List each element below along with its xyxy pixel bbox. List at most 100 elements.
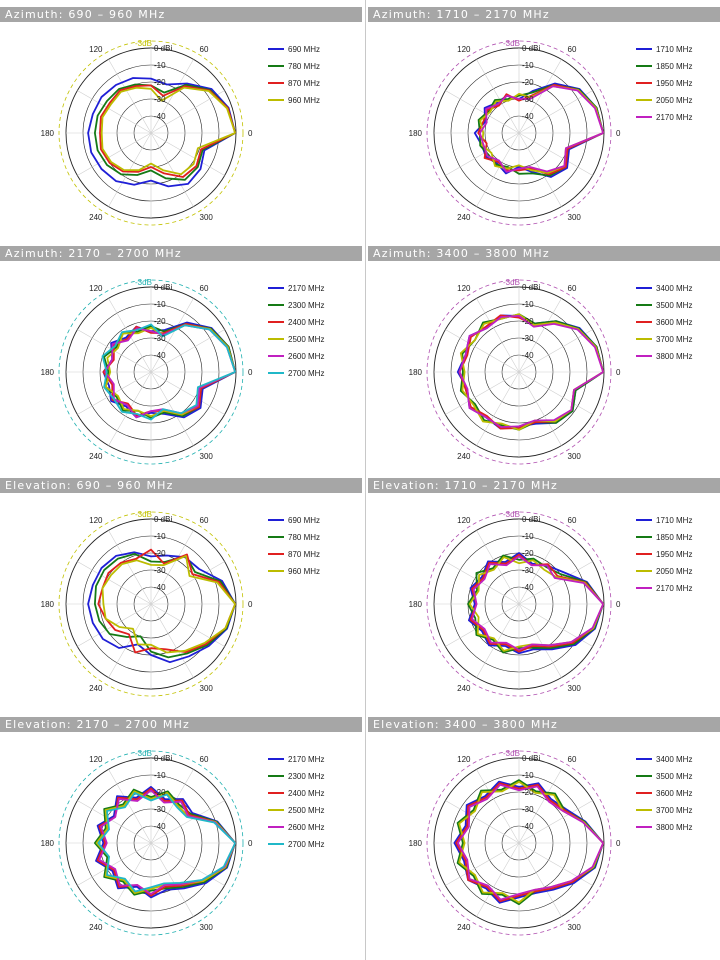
grid-spoke xyxy=(518,842,562,917)
series-line-690-mhz xyxy=(87,551,237,664)
legend-label: 2050 MHz xyxy=(656,96,692,105)
series-line-690-mhz xyxy=(87,77,237,188)
r-tick-label: -40 xyxy=(154,112,166,121)
azimuth-690-960-panel: Azimuth: 690 – 960 MHz 0 dBi -10 -20 -30 -40… xyxy=(0,7,362,243)
angle-label: 240 xyxy=(89,684,103,693)
angle-label: 120 xyxy=(457,516,471,525)
grid-spoke xyxy=(518,800,593,844)
r-tick-label: 0 dBi xyxy=(522,44,540,53)
polar-grid xyxy=(58,750,244,936)
ref-3db-circle xyxy=(426,750,612,936)
angle-label: 0 xyxy=(616,600,621,609)
legend-label: 2700 MHz xyxy=(288,369,324,378)
legend-label: 2300 MHz xyxy=(288,772,324,781)
angle-label: 60 xyxy=(200,516,209,525)
r-tick-label: -30 xyxy=(522,95,534,104)
grid-spoke xyxy=(108,530,152,605)
grid-spoke xyxy=(518,298,562,373)
grid-spoke xyxy=(476,132,520,207)
grid-spoke xyxy=(518,132,593,176)
r-tick-label: -40 xyxy=(522,583,534,592)
polar-chart: 0 dBi -10 -20 -30 -40 -3dB 0 60 120 180 240 300 690 … xyxy=(41,510,320,697)
grid-spoke xyxy=(108,842,152,917)
grid-spoke xyxy=(150,842,225,886)
angle-label: 120 xyxy=(89,755,103,764)
grid-spoke xyxy=(150,561,225,605)
angle-label: 60 xyxy=(568,284,577,293)
elevation-2170-2700-panel: Elevation: 2170 – 2700 MHz 0 dBi -10 -20 -3… xyxy=(0,717,362,957)
angle-label: 240 xyxy=(457,452,471,461)
angle-label: 60 xyxy=(568,755,577,764)
r-tick-label: -20 xyxy=(154,549,166,558)
grid-spoke xyxy=(150,329,225,373)
r-tick-label: -30 xyxy=(154,334,166,343)
series-line-2170-mhz xyxy=(479,85,605,173)
grid-spoke xyxy=(150,371,225,415)
grid-spoke xyxy=(476,371,520,446)
grid-spoke xyxy=(77,842,152,886)
panel-title: Elevation: 1710 – 2170 MHz xyxy=(368,478,720,493)
legend-label: 870 MHz xyxy=(288,550,320,559)
angle-label: 300 xyxy=(568,213,582,222)
legend: 1710 MHz 1850 MHz 1950 MHz 2050 MHz 2170 MHz xyxy=(636,45,692,122)
polar-grid xyxy=(426,511,612,697)
angle-label: 300 xyxy=(568,684,582,693)
angle-label: 60 xyxy=(200,45,209,54)
polar-chart: 0 dBi -10 -20 -30 -40 -3dB 0 60 120 180 240 300 1710… xyxy=(409,39,692,226)
azimuth-3400-3800-panel: Azimuth: 3400 – 3800 MHz 0 dBi -10 -20 -30 -… xyxy=(368,246,720,482)
series-line-3700-mhz xyxy=(459,313,605,431)
series-line-870-mhz xyxy=(99,84,237,178)
legend-label: 3400 MHz xyxy=(656,284,692,293)
r-tick-label: -10 xyxy=(522,771,534,780)
legend-label: 3600 MHz xyxy=(656,318,692,327)
grid-spoke xyxy=(445,842,520,886)
grid-spoke xyxy=(445,800,520,844)
series-line-2170-mhz xyxy=(471,555,605,651)
series-line-3500-mhz xyxy=(459,313,605,431)
grid-spoke xyxy=(150,800,225,844)
legend-label: 2500 MHz xyxy=(288,335,324,344)
legend: 1710 MHz 1850 MHz 1950 MHz 2050 MHz 2170 MHz xyxy=(636,516,692,593)
grid-spoke xyxy=(445,329,520,373)
legend-label: 2170 MHz xyxy=(656,113,692,122)
legend-label: 2170 MHz xyxy=(288,284,324,293)
angle-label: 180 xyxy=(409,129,423,138)
angle-label: 180 xyxy=(41,600,55,609)
grid-spoke xyxy=(108,769,152,844)
grid-spoke xyxy=(445,371,520,415)
ref-3db-label: -3dB xyxy=(503,278,520,287)
angle-label: 60 xyxy=(568,45,577,54)
r-tick-label: -10 xyxy=(154,532,166,541)
angle-label: 300 xyxy=(200,452,214,461)
legend: 690 MHz 780 MHz 870 MHz 960 MHz xyxy=(268,516,320,576)
panel-title: Azimuth: 3400 – 3800 MHz xyxy=(368,246,720,261)
legend: 3400 MHz 3500 MHz 3600 MHz 3700 MHz 3800 MHz xyxy=(636,755,692,832)
angle-label: 0 xyxy=(248,600,253,609)
panel-title: Elevation: 690 – 960 MHz xyxy=(0,478,362,493)
grid-spoke xyxy=(518,371,593,415)
angle-label: 180 xyxy=(409,600,423,609)
angle-label: 120 xyxy=(89,284,103,293)
legend: 690 MHz 780 MHz 870 MHz 960 MHz xyxy=(268,45,320,105)
angle-label: 0 xyxy=(248,368,253,377)
r-tick-label: -20 xyxy=(522,317,534,326)
angle-label: 240 xyxy=(457,923,471,932)
legend-label: 3500 MHz xyxy=(656,772,692,781)
r-tick-label: -30 xyxy=(522,334,534,343)
elevation-690-960-panel: Elevation: 690 – 960 MHz 0 dBi -10 -20 -30 -… xyxy=(0,478,362,714)
angle-label: 240 xyxy=(457,213,471,222)
angle-label: 300 xyxy=(200,684,214,693)
r-tick-label: -40 xyxy=(154,822,166,831)
ref-3db-circle xyxy=(58,750,244,936)
angle-label: 0 xyxy=(616,129,621,138)
ref-3db-label: -3dB xyxy=(135,749,152,758)
r-tick-label: -10 xyxy=(154,771,166,780)
legend-label: 1710 MHz xyxy=(656,516,692,525)
series-line-2700-mhz xyxy=(97,792,237,893)
grid-spoke xyxy=(476,298,520,373)
legend-label: 1950 MHz xyxy=(656,550,692,559)
series-line-2400-mhz xyxy=(96,787,237,897)
polar-grid xyxy=(58,40,244,226)
legend-label: 3600 MHz xyxy=(656,789,692,798)
polar-chart: 0 dBi -10 -20 -30 -40 -3dB 0 60 120 180 240 300 3400… xyxy=(409,278,692,465)
